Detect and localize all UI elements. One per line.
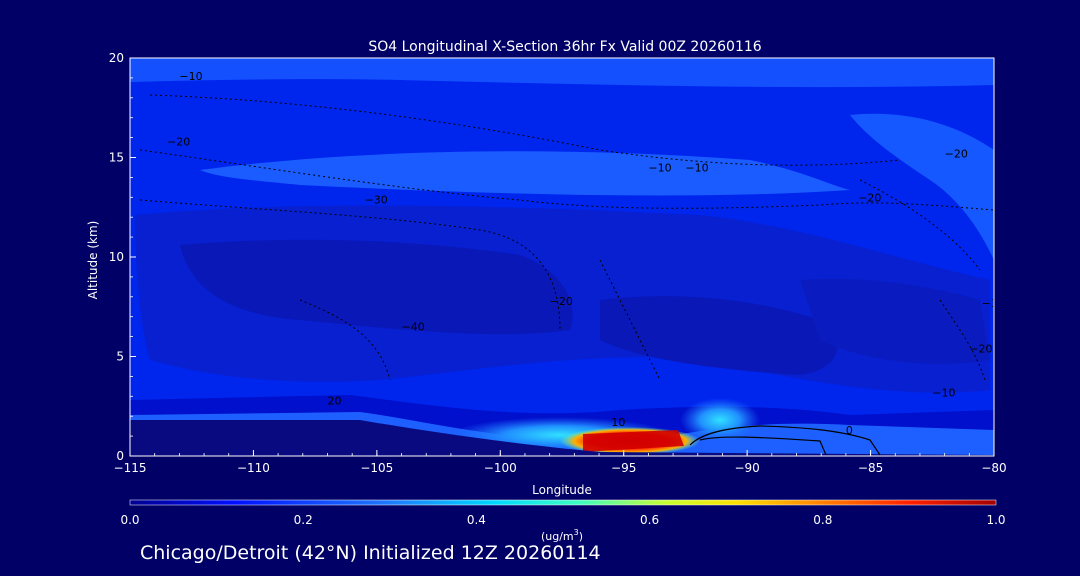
contour-label: −20 <box>550 295 573 308</box>
chart-title: SO4 Longitudinal X-Section 36hr Fx Valid… <box>368 39 761 55</box>
y-tick-label: 15 <box>109 151 124 165</box>
colorbar-tick-label: 0.0 <box>120 513 139 527</box>
contour-label: −10 <box>179 70 202 83</box>
y-tick-label: 0 <box>116 449 124 463</box>
contour-label: 20 <box>327 394 341 407</box>
contour-label: −30 <box>982 297 1005 310</box>
contour-label: −10 <box>932 386 955 399</box>
x-tick-label: −90 <box>734 461 759 475</box>
contour-label: −20 <box>945 148 968 161</box>
y-tick-label: 10 <box>109 250 124 264</box>
x-tick-label: −115 <box>114 461 147 475</box>
footer-caption: Chicago/Detroit (42°N) Initialized 12Z 2… <box>140 542 601 564</box>
x-tick-label: −95 <box>611 461 636 475</box>
contour-label: −10 <box>685 161 708 174</box>
colorbar-tick-label: 0.2 <box>294 513 313 527</box>
y-tick-label: 5 <box>116 350 124 364</box>
colorbar-tick-label: 0.8 <box>813 513 832 527</box>
colorbar-tick-label: 0.6 <box>640 513 659 527</box>
x-tick-label: −80 <box>981 461 1006 475</box>
contour-label: 10 <box>611 416 625 429</box>
x-axis: −115 −110 −105 −100 −95 −90 −85 −80 <box>114 450 1007 475</box>
contour-label: −10 <box>648 161 671 174</box>
contour-label: −20 <box>858 191 881 204</box>
contour-label: −40 <box>402 321 425 334</box>
colorbar <box>130 500 996 505</box>
colorbar-tick-label: 1.0 <box>986 513 1005 527</box>
contour-label: 0 <box>846 424 853 437</box>
x-axis-label: Longitude <box>532 483 592 497</box>
contour-label: −20 <box>969 343 992 356</box>
x-tick-label: −85 <box>858 461 883 475</box>
colorbar-ticks: 0.0 0.2 0.4 0.6 0.8 1.0 <box>120 513 1005 527</box>
colorbar-frame <box>129 499 997 506</box>
colorbar-tick-label: 0.4 <box>467 513 486 527</box>
x-tick-label: −105 <box>360 461 393 475</box>
y-axis-label: Altitude (km) <box>86 221 100 300</box>
x-tick-label: −110 <box>237 461 270 475</box>
concentration-field: −10 −20 −30 −40 −20 −10 −10 −20 −30 −20 −10 10 0 20 −2… <box>130 58 1005 456</box>
contour-label: −30 <box>365 193 388 206</box>
solid-contours <box>689 425 881 456</box>
x-tick-label: −100 <box>484 461 517 475</box>
contour-lines <box>139 94 994 381</box>
y-axis: 0 5 10 15 20 <box>109 51 136 463</box>
y-tick-label: 20 <box>109 51 124 65</box>
contour-labels: −10 −20 −30 −40 −20 −10 −10 −20 −30 −20 −10 10 0 20 −2… <box>167 70 1005 437</box>
contour-label: −20 <box>167 136 190 149</box>
colorbar-unit: (ug/m3) <box>541 528 583 543</box>
